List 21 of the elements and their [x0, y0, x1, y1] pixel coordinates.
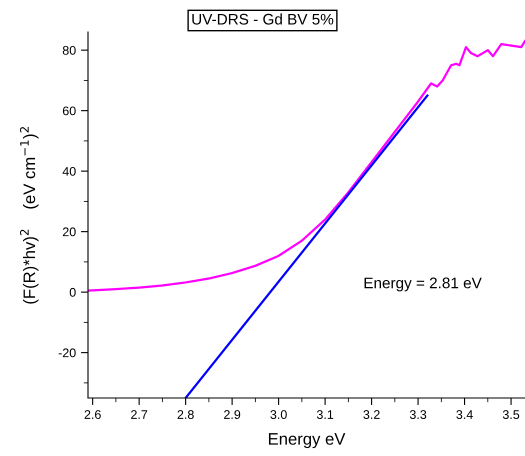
x-tick-label: 2.6 — [84, 410, 101, 419]
x-tick-label: 3.4 — [456, 410, 473, 419]
x-tick-label: 3.1 — [316, 410, 334, 419]
x-tick-label: 3.0 — [270, 410, 287, 419]
chart-title: UV-DRS - Gd BV 5% — [192, 13, 334, 25]
x-tick-label: 3.2 — [363, 410, 380, 419]
annotation: Energy = 2.81 eV — [364, 278, 482, 292]
x-tick-label: 3.5 — [502, 410, 520, 419]
x-tick-label: 3.3 — [410, 410, 426, 419]
y-tick-label: -20 — [58, 348, 76, 358]
y-tick-label: 0 — [70, 288, 76, 297]
text: (F(R)*hv)$^{2}$ (eV cm$^{−1}$)$^{2}$ — [20, 127, 39, 304]
y-tick-label: 20 — [62, 227, 76, 236]
x-axis-title: Energy eV — [268, 433, 346, 448]
y-tick-label: 80 — [62, 46, 76, 55]
line-series — [88, 40, 525, 292]
x-tick-label: 2.8 — [178, 410, 194, 419]
x-tick-label: 2.9 — [224, 410, 240, 419]
x-tick-label: 2.7 — [131, 410, 148, 419]
y-tick-label: 40 — [62, 166, 76, 176]
y-tick-label: 60 — [62, 106, 76, 116]
